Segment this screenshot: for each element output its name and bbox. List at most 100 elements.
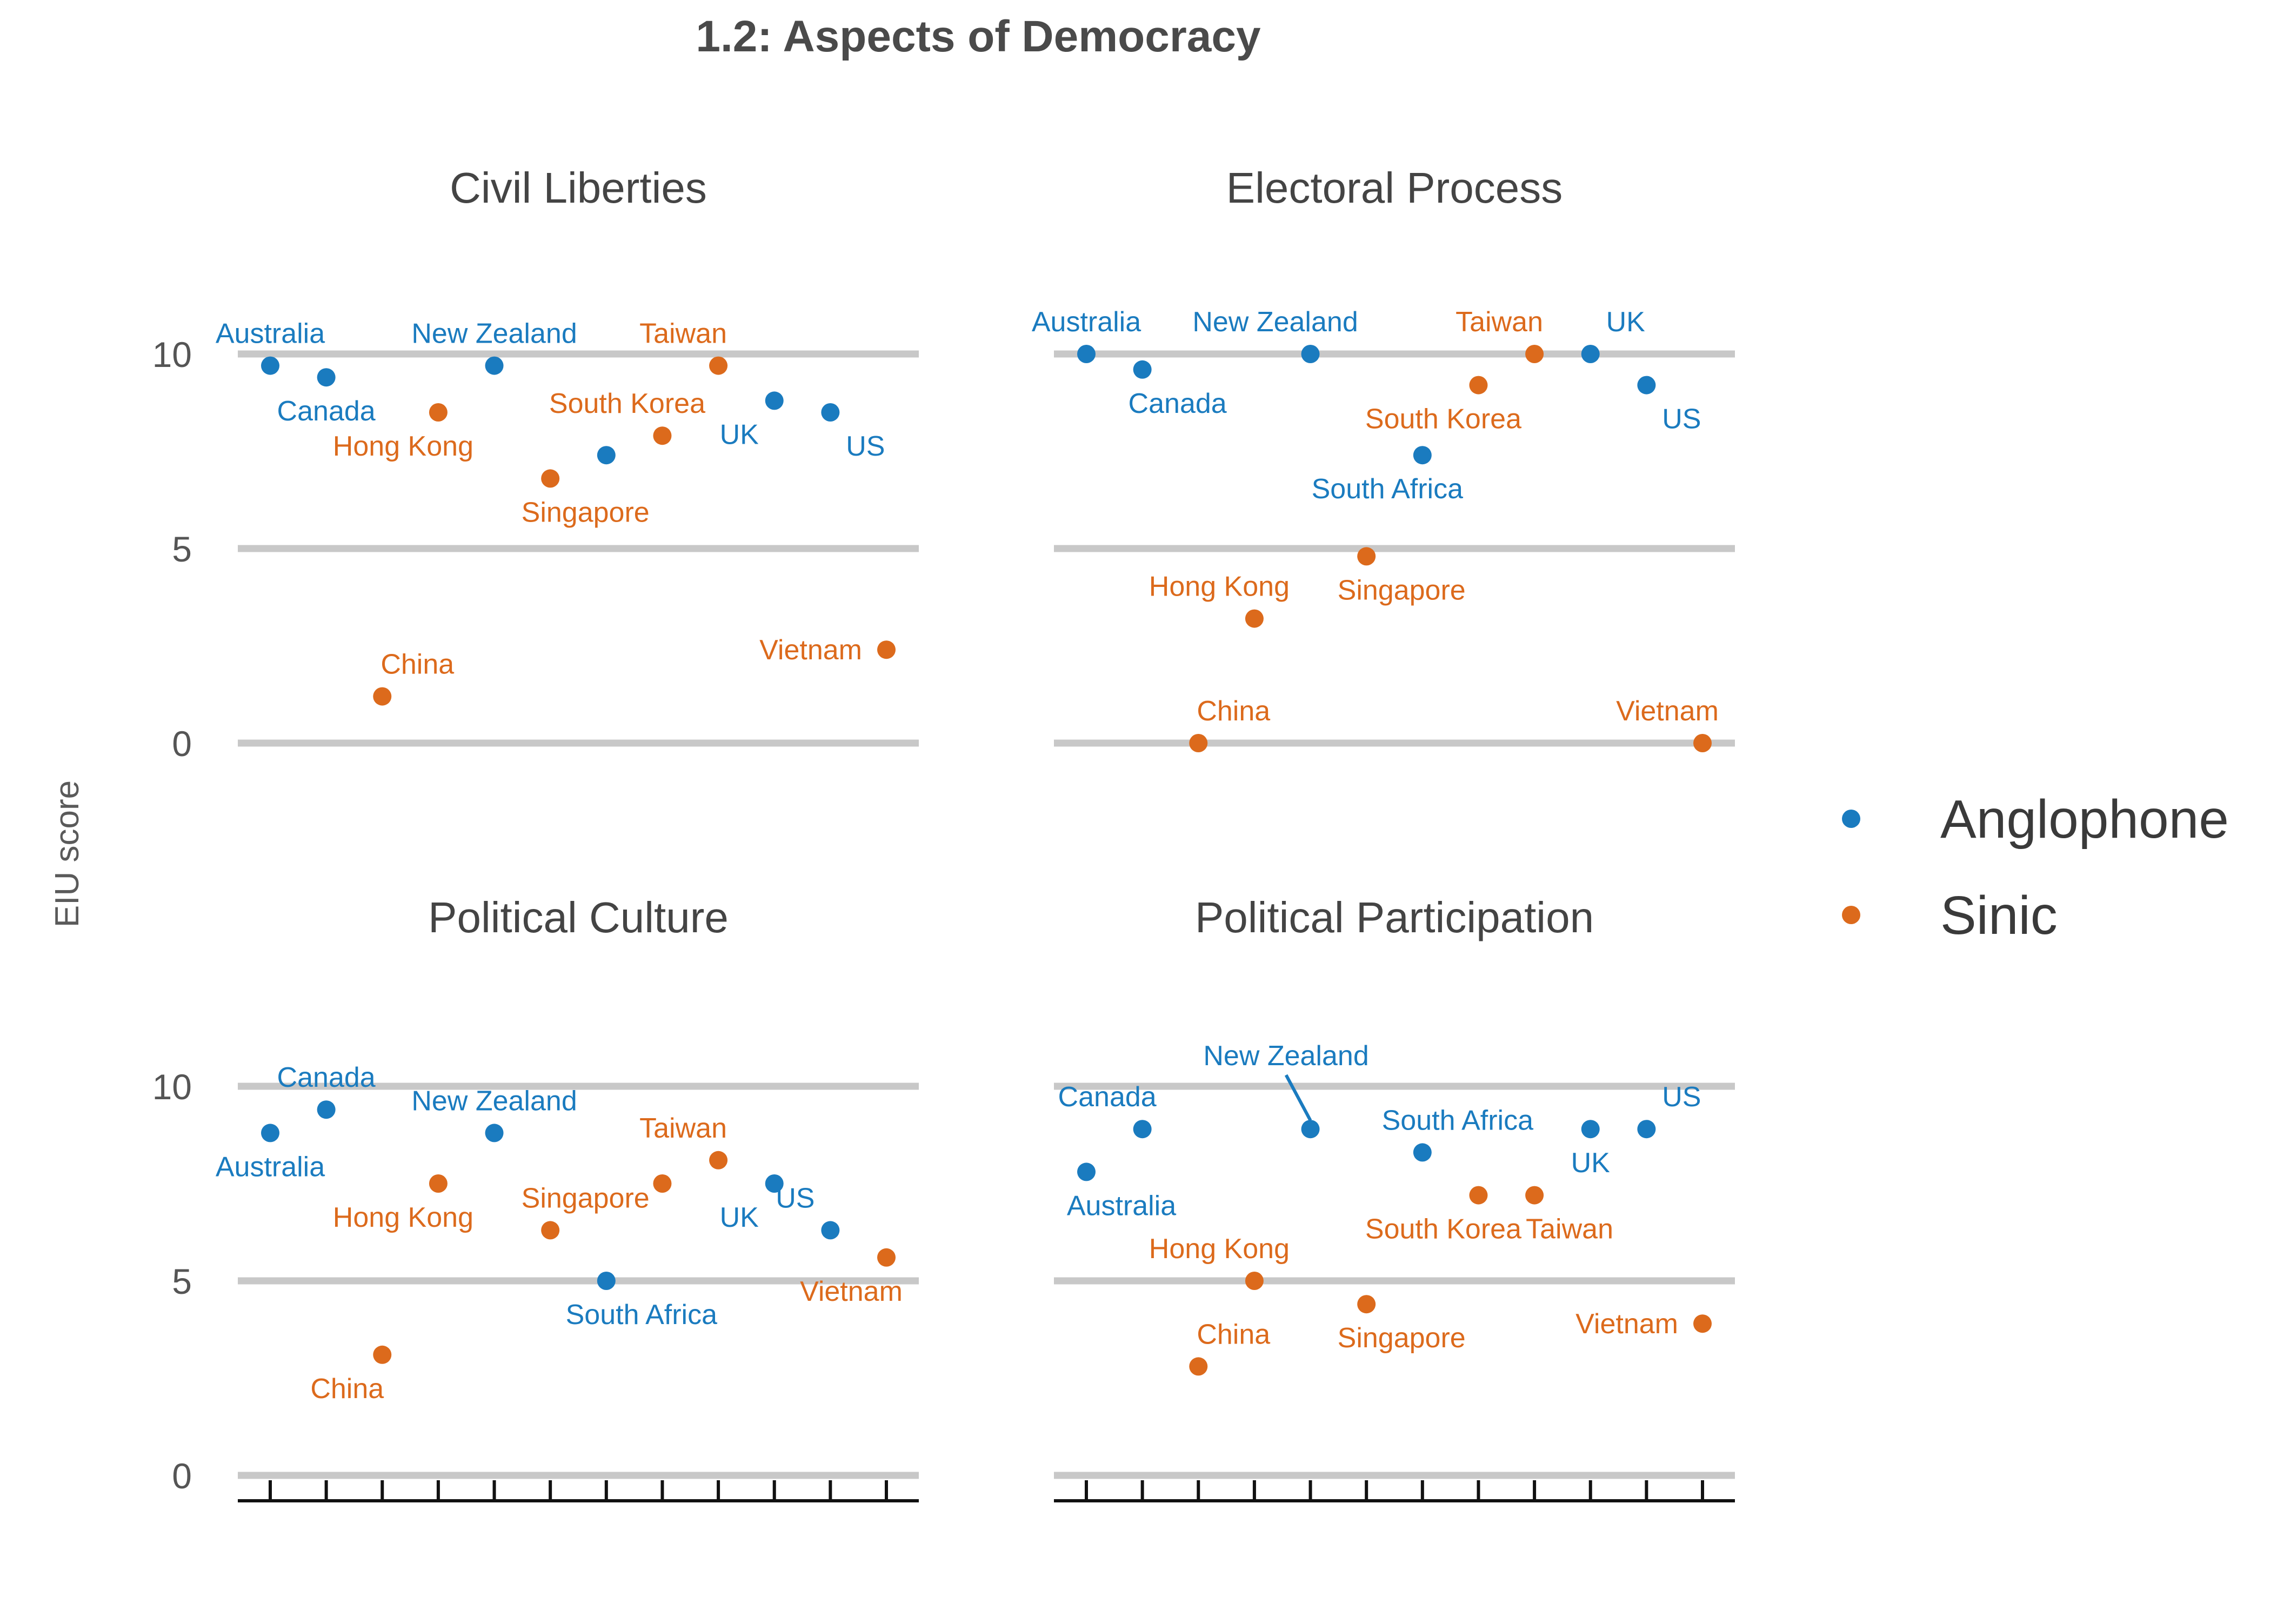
point-taiwan (709, 356, 728, 375)
point-canada (1133, 360, 1152, 379)
point-label-uk: UK (720, 1202, 759, 1233)
point-label-south-korea: South Korea (1365, 404, 1521, 435)
panel-title: Civil Liberties (450, 164, 707, 212)
point-label-new-zealand: New Zealand (1203, 1040, 1368, 1072)
legend-swatch-anglophone (1842, 810, 1860, 828)
point-south-korea (1469, 376, 1488, 395)
legend: Anglophone Sinic (1842, 789, 2229, 946)
point-singapore (1357, 1295, 1376, 1314)
point-label-canada: Canada (277, 1062, 376, 1093)
point-hong-kong (1245, 1272, 1264, 1290)
point-label-hong-kong: Hong Kong (333, 1202, 473, 1233)
point-taiwan (709, 1151, 728, 1169)
point-new-zealand (485, 1124, 504, 1142)
point-label-vietnam: Vietnam (1616, 696, 1719, 727)
point-canada (317, 368, 336, 387)
point-south-korea (1469, 1186, 1488, 1205)
point-south-korea (653, 426, 672, 445)
point-china (1189, 734, 1208, 752)
point-label-canada: Canada (1129, 388, 1227, 419)
point-uk (765, 391, 784, 410)
point-label-singapore: Singapore (522, 497, 650, 528)
y-tick-label: 10 (152, 335, 192, 375)
point-vietnam (877, 1248, 896, 1267)
point-south-africa (1413, 446, 1432, 465)
point-australia (1077, 1162, 1096, 1181)
point-australia (261, 1124, 279, 1142)
point-singapore (541, 1221, 560, 1240)
point-label-china: China (310, 1373, 384, 1405)
panel-title: Political Culture (428, 893, 729, 941)
point-label-hong-kong: Hong Kong (333, 431, 473, 462)
point-label-vietnam: Vietnam (1575, 1308, 1678, 1340)
point-china (373, 1345, 392, 1364)
point-label-china: China (380, 649, 454, 680)
point-label-singapore: Singapore (1338, 1322, 1466, 1354)
point-label-taiwan: Taiwan (1526, 1214, 1613, 1245)
point-singapore (541, 469, 560, 488)
point-australia (1077, 345, 1096, 363)
point-label-uk: UK (1606, 306, 1646, 338)
point-uk (1581, 345, 1600, 363)
point-south-korea (653, 1174, 672, 1193)
point-label-canada: Canada (277, 396, 376, 427)
point-canada (317, 1100, 336, 1119)
point-label-australia: Australia (216, 318, 325, 350)
point-label-australia: Australia (1067, 1190, 1176, 1221)
y-tick-label: 10 (152, 1067, 192, 1107)
point-label-south-korea: South Korea (1365, 1214, 1521, 1245)
panel-political-culture: Political Culture 0 5 10 Australia Canada Chin… (152, 893, 919, 1502)
point-label-china: China (1197, 1319, 1270, 1350)
point-label-south-africa: South Africa (1382, 1105, 1533, 1136)
point-new-zealand (1301, 1120, 1320, 1139)
point-label-us: US (1662, 1081, 1701, 1113)
point-hong-kong (429, 1174, 448, 1193)
point-south-africa (597, 1272, 616, 1290)
point-uk (765, 1174, 784, 1193)
legend-label-sinic: Sinic (1940, 885, 2058, 946)
point-label-us: US (776, 1182, 814, 1214)
facet-panels: Civil Liberties 0 5 10 Australia Canada China H… (152, 164, 1735, 1502)
point-label-uk: UK (720, 419, 759, 450)
point-label-singapore: Singapore (522, 1182, 650, 1214)
point-hong-kong (1245, 609, 1264, 628)
point-label-hong-kong: Hong Kong (1149, 1233, 1290, 1265)
point-us (1637, 376, 1656, 395)
point-label-south-africa: South Africa (566, 1299, 717, 1331)
point-south-africa (1413, 1143, 1432, 1162)
point-vietnam (1693, 734, 1712, 752)
point-label-australia: Australia (216, 1151, 325, 1182)
panel-title: Political Participation (1195, 893, 1594, 941)
panel-political-participation: Political Participation Australia Canada Ch… (1054, 893, 1735, 1502)
panel-electoral-process: Electoral Process Australia Canada China Hon… (1032, 164, 1735, 752)
point-label-china: China (1197, 696, 1270, 727)
panel-title: Electoral Process (1226, 164, 1563, 212)
y-tick-label: 0 (172, 724, 192, 764)
y-axis-label: EIU score (49, 780, 86, 927)
point-new-zealand (485, 356, 504, 375)
point-label-new-zealand: New Zealand (411, 318, 577, 350)
point-label-south-africa: South Africa (1312, 473, 1463, 505)
y-tick-label: 5 (172, 1261, 192, 1301)
y-tick-label: 5 (172, 529, 192, 569)
point-label-vietnam: Vietnam (759, 634, 862, 666)
point-canada (1133, 1120, 1152, 1139)
point-china (373, 687, 392, 706)
chart-title: 1.2: Aspects of Democracy (696, 12, 1261, 61)
point-new-zealand (1301, 345, 1320, 363)
legend-label-anglophone: Anglophone (1940, 789, 2229, 850)
point-us (821, 403, 840, 422)
point-label-australia: Australia (1032, 306, 1141, 338)
point-us (821, 1221, 840, 1240)
panel-civil-liberties: Civil Liberties 0 5 10 Australia Canada China H… (152, 164, 919, 764)
point-label-vietnam: Vietnam (800, 1276, 903, 1307)
point-uk (1581, 1120, 1600, 1139)
point-australia (261, 356, 279, 375)
point-hong-kong (429, 403, 448, 422)
y-tick-label: 0 (172, 1456, 192, 1496)
point-label-singapore: Singapore (1338, 574, 1466, 606)
point-label-new-zealand: New Zealand (411, 1085, 577, 1117)
point-label-south-korea: South Korea (549, 388, 705, 419)
legend-swatch-sinic (1842, 906, 1860, 924)
